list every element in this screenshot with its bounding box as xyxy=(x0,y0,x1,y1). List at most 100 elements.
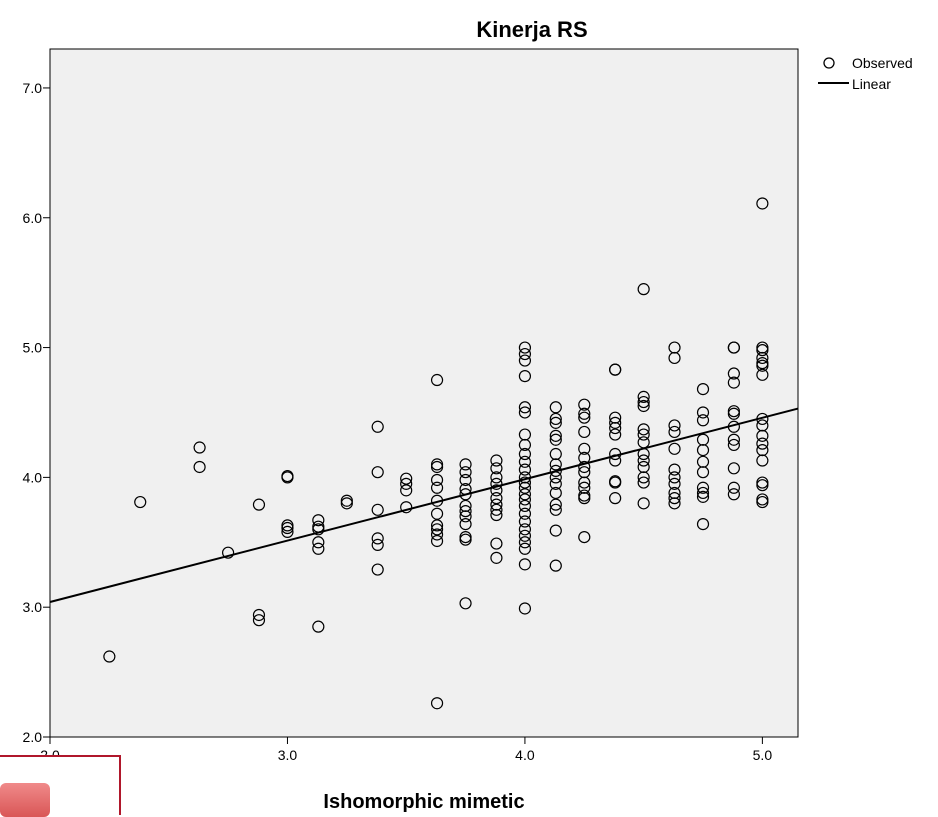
observed-point xyxy=(459,473,472,487)
observed-point xyxy=(400,484,413,497)
observed-point xyxy=(281,521,294,535)
observed-point xyxy=(518,370,532,383)
observed-point xyxy=(637,447,650,461)
observed-point xyxy=(696,406,710,419)
observed-point xyxy=(578,530,591,544)
observed-point xyxy=(312,523,325,536)
x-tick-label: 3.0 xyxy=(278,747,298,763)
observed-point xyxy=(430,494,444,507)
observed-point xyxy=(400,501,413,514)
y-tick-label: 6.0 xyxy=(23,210,43,226)
observed-point xyxy=(371,532,384,545)
observed-point xyxy=(578,492,591,505)
legend-linear-label: Linear xyxy=(852,76,891,92)
observed-point xyxy=(727,420,740,433)
y-tick-label: 2.0 xyxy=(23,729,43,745)
observed-point xyxy=(459,466,472,479)
observed-point xyxy=(727,367,740,380)
observed-point xyxy=(518,481,532,494)
observed-point xyxy=(637,283,650,296)
observed-point xyxy=(549,401,562,414)
observed-point xyxy=(609,492,622,505)
observed-point xyxy=(518,515,532,528)
observed-point xyxy=(312,542,325,555)
observed-point xyxy=(252,614,266,627)
observed-point xyxy=(727,438,740,452)
observed-point xyxy=(430,481,444,494)
observed-point xyxy=(668,492,681,505)
observed-point xyxy=(696,481,710,494)
observed-point xyxy=(668,477,681,490)
x-tick-label: 4.0 xyxy=(515,747,535,763)
observed-point xyxy=(696,518,710,531)
observed-point xyxy=(430,534,444,548)
observed-point xyxy=(430,473,444,487)
observed-point xyxy=(518,455,532,468)
observed-point xyxy=(518,558,532,571)
observed-point xyxy=(696,486,710,500)
observed-point xyxy=(637,428,650,441)
observed-point xyxy=(459,510,472,523)
observed-point xyxy=(459,458,472,471)
observed-point xyxy=(252,498,266,511)
observed-point xyxy=(578,425,591,439)
observed-point xyxy=(312,536,325,549)
observed-point xyxy=(637,399,650,413)
observed-point xyxy=(518,354,532,367)
observed-point xyxy=(193,460,206,474)
observed-point xyxy=(459,499,472,513)
observed-point xyxy=(518,347,532,361)
observed-point xyxy=(518,463,532,476)
observed-point xyxy=(430,519,444,532)
observed-point xyxy=(518,476,532,489)
observed-point xyxy=(578,411,591,424)
observed-point xyxy=(756,454,769,467)
observed-point xyxy=(549,524,562,537)
observed-point xyxy=(490,471,503,484)
observed-point xyxy=(696,455,710,468)
observed-point xyxy=(518,341,532,354)
observed-point xyxy=(668,425,681,439)
observed-point xyxy=(696,444,710,457)
observed-point xyxy=(609,447,622,461)
observed-point xyxy=(756,437,769,450)
observed-point xyxy=(637,423,650,436)
observed-point xyxy=(400,472,413,485)
observed-point xyxy=(637,395,650,409)
observed-point xyxy=(637,390,650,403)
observed-point xyxy=(490,484,503,497)
observed-point xyxy=(281,525,294,538)
observed-point xyxy=(459,488,472,501)
observed-point xyxy=(430,523,444,536)
overlay-button[interactable] xyxy=(0,783,50,817)
observed-point xyxy=(490,537,503,550)
observed-point xyxy=(578,398,591,411)
observed-point xyxy=(696,490,710,503)
observed-point xyxy=(490,492,503,505)
observed-point xyxy=(668,463,681,476)
observed-point xyxy=(430,373,444,387)
observed-point xyxy=(727,433,740,446)
observed-point xyxy=(578,466,591,479)
observed-point xyxy=(578,407,591,420)
observed-point xyxy=(756,368,769,381)
observed-point xyxy=(518,507,532,520)
observed-point xyxy=(727,341,740,354)
observed-point xyxy=(756,479,769,492)
observed-point xyxy=(756,412,769,426)
observed-point xyxy=(490,551,503,564)
observed-point xyxy=(518,438,532,452)
observed-point xyxy=(549,447,562,461)
observed-point xyxy=(281,469,294,483)
observed-point xyxy=(518,447,532,461)
x-axis-label: Ishomorphic mimetic xyxy=(323,791,524,813)
observed-point xyxy=(668,471,681,484)
observed-point xyxy=(549,412,562,426)
observed-point xyxy=(400,477,413,490)
observed-point xyxy=(490,498,503,511)
observed-point xyxy=(430,507,444,520)
observed-point xyxy=(668,497,681,510)
observed-point xyxy=(518,523,532,536)
observed-point xyxy=(340,497,353,510)
